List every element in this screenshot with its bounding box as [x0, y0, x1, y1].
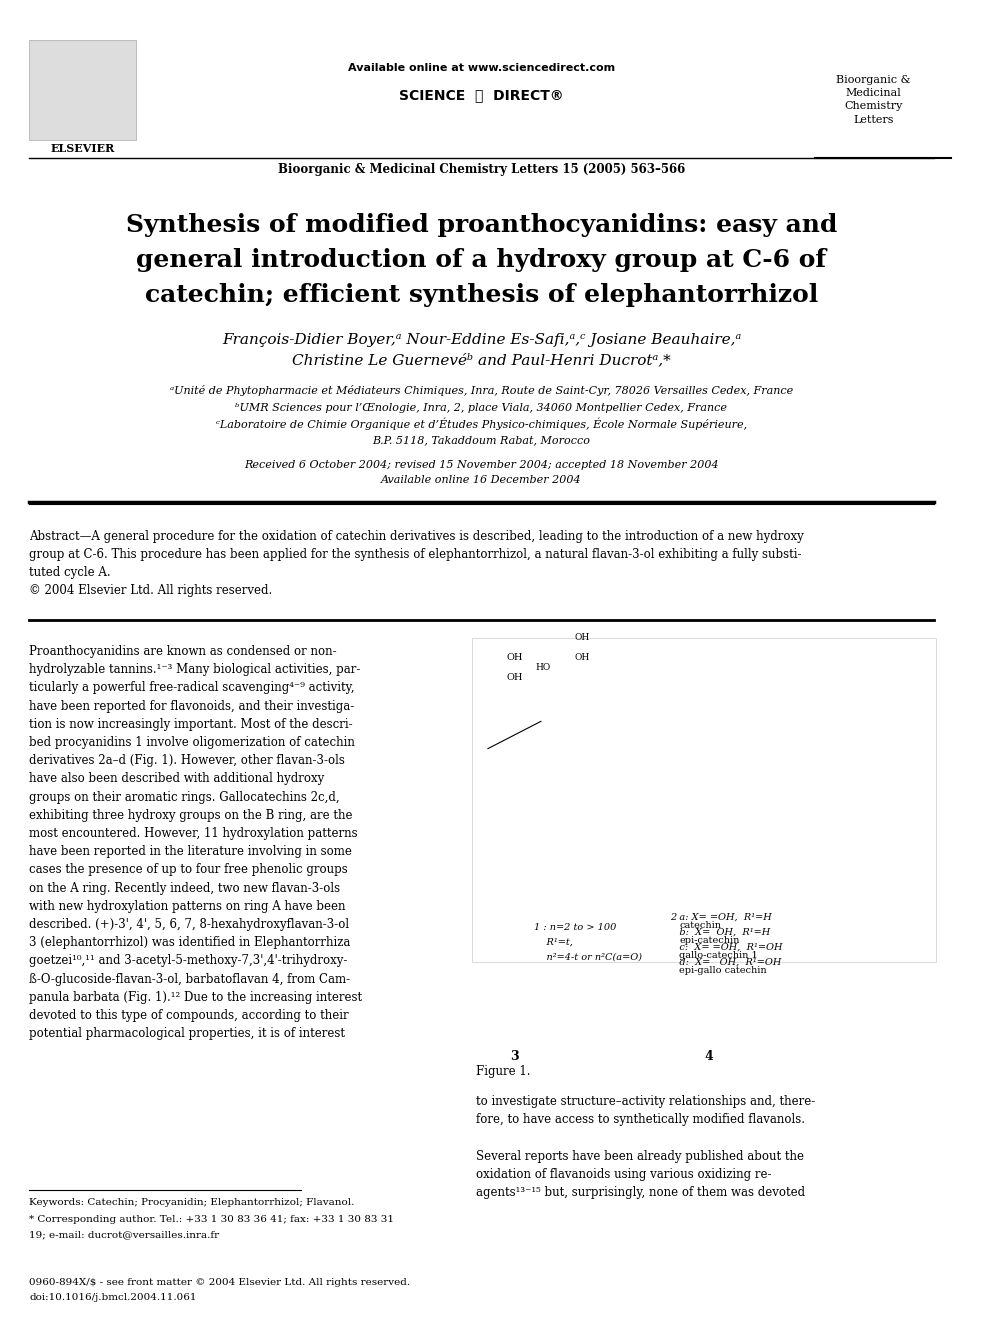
Text: ᶜLaboratoire de Chimie Organique et d’Études Physico-chimiques, École Normale Su: ᶜLaboratoire de Chimie Organique et d’Ét…	[216, 418, 747, 430]
FancyBboxPatch shape	[475, 650, 931, 960]
Text: epi-catechin: epi-catechin	[680, 935, 740, 945]
Text: 1 : n=2 to > 100: 1 : n=2 to > 100	[534, 923, 616, 931]
Text: OH: OH	[574, 654, 590, 662]
Text: Abstract—A general procedure for the oxidation of catechin derivatives is descri: Abstract—A general procedure for the oxi…	[29, 531, 804, 597]
Text: c:  X= =OH,  R¹=OH: c: X= =OH, R¹=OH	[670, 943, 782, 953]
Text: François-Didier Boyer,ᵃ Nour-Eddine Es-Safi,ᵃ,ᶜ Josiane Beauhaire,ᵃ: François-Didier Boyer,ᵃ Nour-Eddine Es-S…	[222, 333, 741, 347]
Text: b:  X=  OH,  R¹=H: b: X= OH, R¹=H	[670, 927, 770, 937]
Text: Bioorganic & Medicinal Chemistry Letters 15 (2005) 563–566: Bioorganic & Medicinal Chemistry Letters…	[278, 164, 685, 176]
Text: 2 a: X= =OH,  R¹=H: 2 a: X= =OH, R¹=H	[670, 913, 772, 922]
Text: gallo-catechin 1: gallo-catechin 1	[680, 951, 758, 960]
Text: Synthesis of modified proanthocyanidins: easy and: Synthesis of modified proanthocyanidins:…	[126, 213, 837, 237]
Text: catechin: catechin	[680, 921, 721, 930]
Text: Available online at www.sciencedirect.com: Available online at www.sciencedirect.co…	[348, 64, 615, 73]
Text: SCIENCE  ⓓ  DIRECT®: SCIENCE ⓓ DIRECT®	[399, 89, 563, 102]
Text: 4: 4	[704, 1050, 713, 1062]
Text: ELSEVIER: ELSEVIER	[51, 143, 115, 153]
Text: Available online 16 December 2004: Available online 16 December 2004	[381, 475, 581, 486]
Text: doi:10.1016/j.bmcl.2004.11.061: doi:10.1016/j.bmcl.2004.11.061	[29, 1293, 196, 1302]
Text: n²=4-t or n²C(a=O): n²=4-t or n²C(a=O)	[534, 953, 642, 962]
Text: Bioorganic &
Medicinal
Chemistry
Letters: Bioorganic & Medicinal Chemistry Letters	[836, 75, 911, 124]
Text: epi-gallo catechin: epi-gallo catechin	[680, 966, 767, 975]
Text: HO: HO	[536, 663, 552, 672]
Text: OH: OH	[574, 632, 590, 642]
Text: B.P. 5118, Takaddoum Rabat, Morocco: B.P. 5118, Takaddoum Rabat, Morocco	[372, 435, 590, 445]
Text: * Corresponding author. Tel.: +33 1 30 83 36 41; fax: +33 1 30 83 31: * Corresponding author. Tel.: +33 1 30 8…	[29, 1215, 394, 1224]
FancyBboxPatch shape	[29, 40, 136, 140]
Text: 0960-894X/$ - see front matter © 2004 Elsevier Ltd. All rights reserved.: 0960-894X/$ - see front matter © 2004 El…	[29, 1278, 411, 1287]
Text: Received 6 October 2004; revised 15 November 2004; accepted 18 November 2004: Received 6 October 2004; revised 15 Nove…	[244, 460, 719, 470]
Text: general introduction of a hydroxy group at C-6 of: general introduction of a hydroxy group …	[136, 247, 826, 273]
Text: d:  X=   OH,  R¹=OH: d: X= OH, R¹=OH	[670, 958, 781, 967]
Text: OH: OH	[506, 673, 523, 681]
Text: 3: 3	[510, 1050, 519, 1062]
FancyBboxPatch shape	[471, 638, 935, 962]
Text: Christine Le Guernevéᵇ and Paul-Henri Ducrotᵃ,*: Christine Le Guernevéᵇ and Paul-Henri Du…	[292, 353, 671, 366]
Text: ᵇUMR Sciences pour l’Œnologie, Inra, 2, place Viala, 34060 Montpellier Cedex, Fr: ᵇUMR Sciences pour l’Œnologie, Inra, 2, …	[235, 404, 727, 413]
Text: R¹=t,: R¹=t,	[534, 938, 572, 947]
Text: Keywords: Catechin; Procyanidin; Elephantorrhizol; Flavanol.: Keywords: Catechin; Procyanidin; Elephan…	[29, 1199, 354, 1207]
Text: catechin; efficient synthesis of elephantorrhizol: catechin; efficient synthesis of elephan…	[145, 283, 818, 307]
Text: to investigate structure–activity relationships and, there-
fore, to have access: to investigate structure–activity relati…	[475, 1095, 814, 1199]
Text: Proanthocyanidins are known as condensed or non-
hydrolyzable tannins.¹⁻³ Many b: Proanthocyanidins are known as condensed…	[29, 646, 362, 1040]
Text: Figure 1.: Figure 1.	[475, 1065, 530, 1078]
Text: OH: OH	[506, 654, 523, 662]
Text: 19; e-mail: ducrot@versailles.inra.fr: 19; e-mail: ducrot@versailles.inra.fr	[29, 1230, 219, 1240]
Text: ᵃUnité de Phytopharmacie et Médiateurs Chimiques, Inra, Route de Saint-Cyr, 7802: ᵃUnité de Phytopharmacie et Médiateurs C…	[170, 385, 793, 396]
